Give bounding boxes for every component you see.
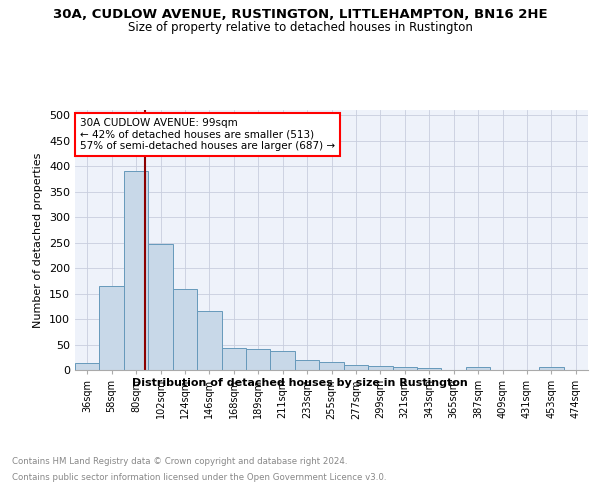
Text: Size of property relative to detached houses in Rustington: Size of property relative to detached ho… [128, 21, 472, 34]
Bar [148, 244, 173, 370]
Bar [221, 348, 246, 370]
Bar [344, 366, 368, 370]
Bar [319, 362, 344, 370]
Text: Contains HM Land Registry data © Crown copyright and database right 2024.: Contains HM Land Registry data © Crown c… [12, 458, 347, 466]
Bar [100, 286, 124, 370]
Bar [197, 312, 221, 370]
Bar [539, 368, 563, 370]
Text: 30A CUDLOW AVENUE: 99sqm
← 42% of detached houses are smaller (513)
57% of semi-: 30A CUDLOW AVENUE: 99sqm ← 42% of detach… [80, 118, 335, 151]
Text: 30A, CUDLOW AVENUE, RUSTINGTON, LITTLEHAMPTON, BN16 2HE: 30A, CUDLOW AVENUE, RUSTINGTON, LITTLEHA… [53, 8, 547, 20]
Bar [368, 366, 392, 370]
Text: Contains public sector information licensed under the Open Government Licence v3: Contains public sector information licen… [12, 472, 386, 482]
Y-axis label: Number of detached properties: Number of detached properties [34, 152, 43, 328]
Bar [75, 364, 100, 370]
Bar [417, 368, 442, 370]
Bar [466, 368, 490, 370]
Bar [392, 368, 417, 370]
Bar [295, 360, 319, 370]
Bar [124, 171, 148, 370]
Bar [173, 290, 197, 370]
Bar [246, 348, 271, 370]
Text: Distribution of detached houses by size in Rustington: Distribution of detached houses by size … [132, 378, 468, 388]
Bar [271, 350, 295, 370]
